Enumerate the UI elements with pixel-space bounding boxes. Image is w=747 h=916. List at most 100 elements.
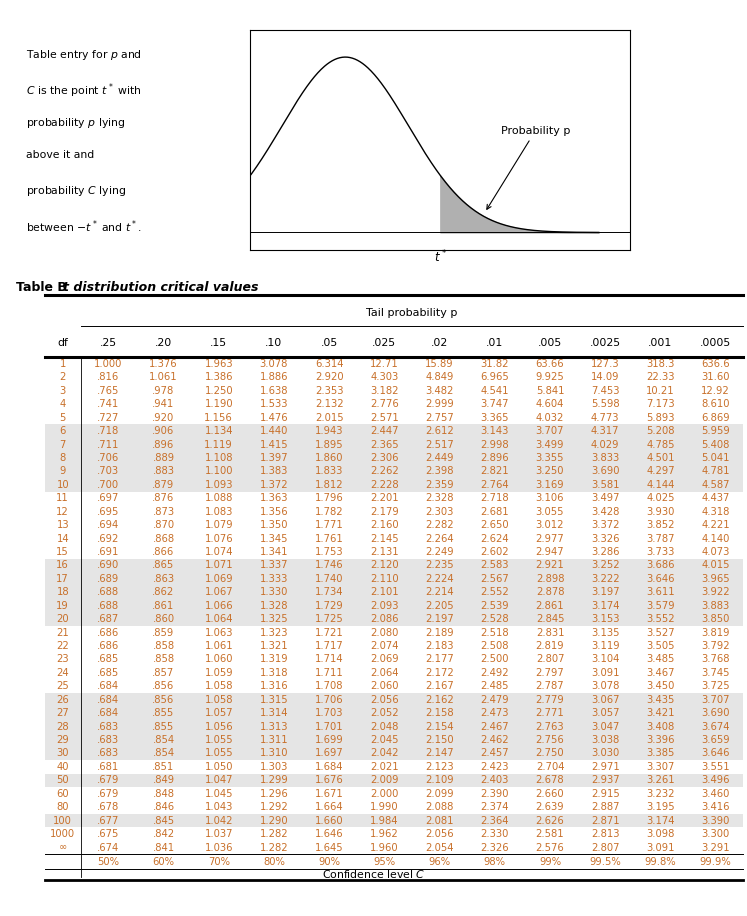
Bar — [45, 774, 743, 787]
Text: .687: .687 — [97, 615, 120, 624]
Text: 23: 23 — [57, 655, 69, 664]
Text: .842: .842 — [152, 829, 175, 839]
Text: 1.067: 1.067 — [205, 587, 233, 597]
Text: 2.819: 2.819 — [536, 641, 564, 651]
Text: 2.052: 2.052 — [370, 708, 399, 718]
Text: 1.796: 1.796 — [314, 494, 344, 504]
Text: 30: 30 — [57, 748, 69, 758]
Text: 27: 27 — [56, 708, 69, 718]
Text: 3.659: 3.659 — [701, 735, 730, 745]
Text: 2.197: 2.197 — [425, 615, 454, 624]
Text: 63.66: 63.66 — [536, 359, 564, 369]
Text: 4.073: 4.073 — [701, 547, 730, 557]
Text: 2.080: 2.080 — [371, 627, 399, 638]
Text: $C$ is the point $t^*$ with: $C$ is the point $t^*$ with — [26, 82, 142, 101]
Text: 2.009: 2.009 — [370, 775, 399, 785]
Text: 2.205: 2.205 — [425, 601, 454, 611]
Text: 1.708: 1.708 — [315, 682, 344, 692]
Text: 2.639: 2.639 — [536, 802, 564, 812]
Text: 2.612: 2.612 — [425, 426, 454, 436]
Text: 98%: 98% — [484, 856, 506, 867]
Text: 1.036: 1.036 — [205, 843, 233, 853]
Text: 50%: 50% — [97, 856, 120, 867]
Text: 1.886: 1.886 — [260, 373, 288, 383]
Text: 1.315: 1.315 — [260, 694, 288, 704]
Text: 1.037: 1.037 — [205, 829, 233, 839]
Text: 2.937: 2.937 — [591, 775, 619, 785]
Text: 3.252: 3.252 — [591, 561, 619, 571]
Text: 21: 21 — [56, 627, 69, 638]
Text: 31.60: 31.60 — [701, 373, 730, 383]
Text: .691: .691 — [97, 547, 120, 557]
Text: 1.069: 1.069 — [205, 574, 233, 583]
Text: 3.174: 3.174 — [591, 601, 619, 611]
Text: 95%: 95% — [374, 856, 395, 867]
Text: .683: .683 — [97, 748, 120, 758]
Text: 3.286: 3.286 — [591, 547, 619, 557]
Text: 2.787: 2.787 — [536, 682, 564, 692]
Text: 3.104: 3.104 — [591, 655, 619, 664]
Text: .741: .741 — [97, 399, 120, 409]
Text: 1.314: 1.314 — [260, 708, 288, 718]
Text: 3.047: 3.047 — [591, 722, 619, 732]
Text: 3.135: 3.135 — [591, 627, 619, 638]
Text: 4.303: 4.303 — [371, 373, 398, 383]
Text: 2.101: 2.101 — [370, 587, 399, 597]
Text: 1.061: 1.061 — [205, 641, 233, 651]
Text: 1.337: 1.337 — [260, 561, 288, 571]
Text: 80: 80 — [57, 802, 69, 812]
Text: 2.359: 2.359 — [425, 480, 454, 490]
Text: 2.201: 2.201 — [370, 494, 399, 504]
Text: 2.145: 2.145 — [370, 534, 399, 543]
Text: 1.960: 1.960 — [370, 843, 399, 853]
Text: 2.303: 2.303 — [425, 507, 453, 517]
Text: 28: 28 — [57, 722, 69, 732]
Text: 1.440: 1.440 — [260, 426, 288, 436]
Text: 2.110: 2.110 — [370, 574, 399, 583]
Text: 2.539: 2.539 — [480, 601, 509, 611]
Text: 2.508: 2.508 — [480, 641, 509, 651]
Text: 3.792: 3.792 — [701, 641, 730, 651]
Text: 1.734: 1.734 — [315, 587, 344, 597]
Text: 4: 4 — [60, 399, 66, 409]
Text: 2.757: 2.757 — [425, 413, 454, 423]
Text: .685: .685 — [97, 668, 120, 678]
Text: 9: 9 — [60, 466, 66, 476]
Text: 1.079: 1.079 — [205, 520, 233, 530]
Text: 3.611: 3.611 — [646, 587, 675, 597]
Text: 2.064: 2.064 — [370, 668, 399, 678]
Text: 2.660: 2.660 — [536, 789, 564, 799]
Text: 2.123: 2.123 — [425, 762, 454, 772]
Text: 2.172: 2.172 — [425, 668, 454, 678]
Text: .001: .001 — [648, 338, 672, 348]
Bar — [45, 452, 743, 464]
Text: 127.3: 127.3 — [591, 359, 619, 369]
Text: 3.067: 3.067 — [591, 694, 619, 704]
Text: .860: .860 — [152, 615, 175, 624]
Text: 2.364: 2.364 — [480, 815, 509, 825]
Text: 1.706: 1.706 — [314, 694, 344, 704]
Text: 1.725: 1.725 — [314, 615, 344, 624]
Text: 2.177: 2.177 — [425, 655, 454, 664]
Text: .845: .845 — [152, 815, 175, 825]
Text: 7.173: 7.173 — [646, 399, 675, 409]
Text: 1.282: 1.282 — [260, 843, 288, 853]
Text: 2.390: 2.390 — [480, 789, 509, 799]
Text: 2.162: 2.162 — [425, 694, 454, 704]
Text: 1.721: 1.721 — [314, 627, 344, 638]
Text: 2.813: 2.813 — [591, 829, 619, 839]
Text: 4.025: 4.025 — [646, 494, 675, 504]
Text: .879: .879 — [152, 480, 175, 490]
Text: .856: .856 — [152, 694, 175, 704]
Text: 5.408: 5.408 — [701, 440, 730, 450]
Text: .678: .678 — [97, 802, 120, 812]
Text: 2.602: 2.602 — [480, 547, 509, 557]
Text: 99.9%: 99.9% — [700, 856, 731, 867]
Text: 1.476: 1.476 — [260, 413, 288, 423]
Text: 5.598: 5.598 — [591, 399, 619, 409]
Text: .700: .700 — [97, 480, 120, 490]
Text: 1.058: 1.058 — [205, 682, 233, 692]
Text: .706: .706 — [97, 453, 120, 463]
Text: 2.069: 2.069 — [370, 655, 399, 664]
Text: 2.282: 2.282 — [425, 520, 454, 530]
